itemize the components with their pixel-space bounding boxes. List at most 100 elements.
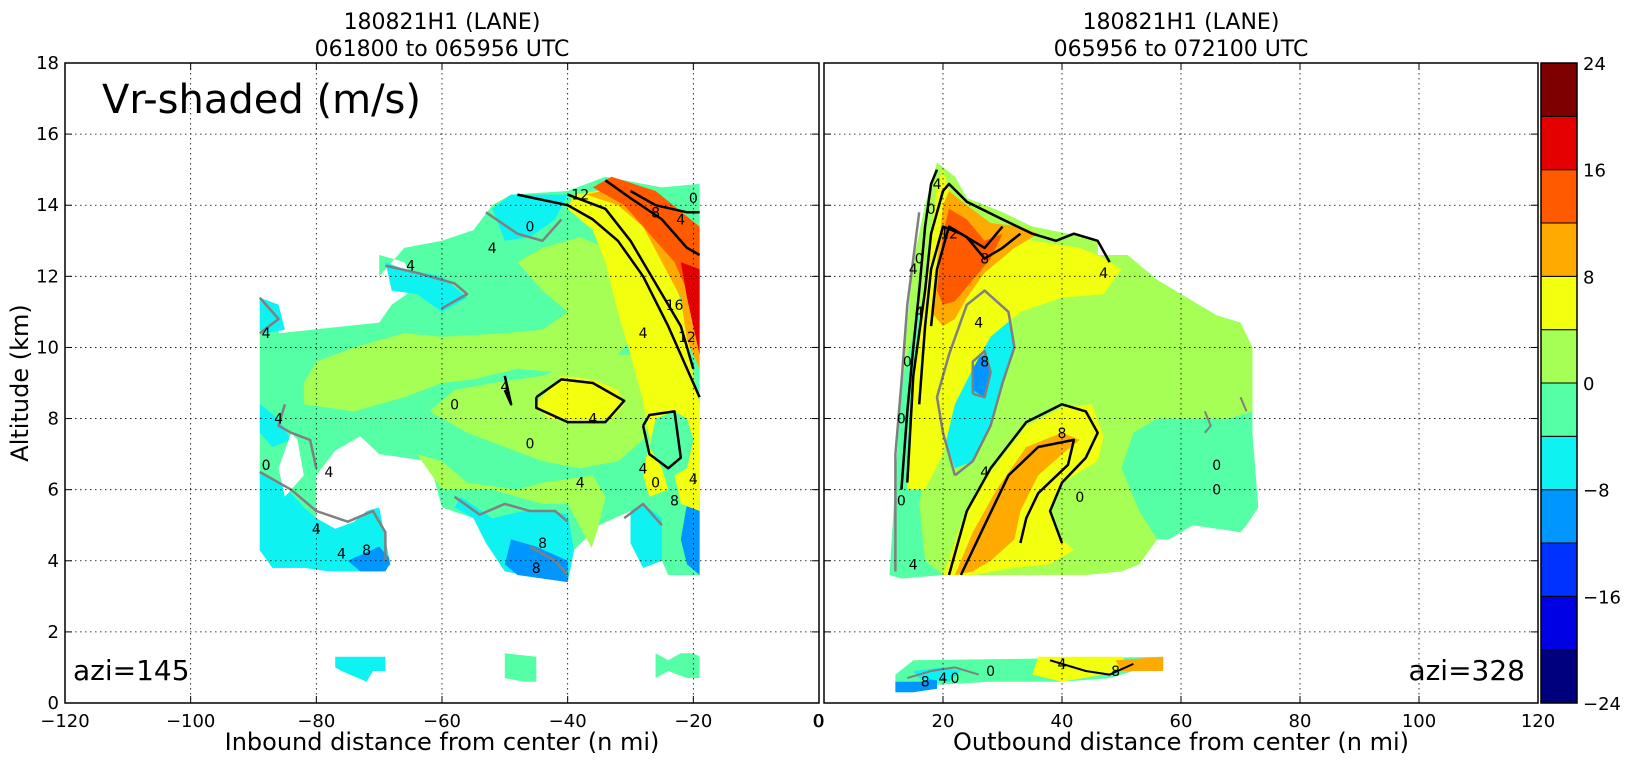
left-x-axis-label: Inbound distance from center (n mi) bbox=[225, 728, 660, 756]
colorbar-frame bbox=[1540, 62, 1578, 704]
contour-label: 0 bbox=[1075, 490, 1084, 506]
vr-field-gap bbox=[580, 514, 631, 583]
vr-field-region bbox=[259, 404, 292, 447]
contour-line-12 bbox=[604, 179, 701, 257]
contour-label: 8 bbox=[538, 536, 547, 552]
vr-field-gap bbox=[379, 471, 480, 572]
contour-line-4 bbox=[641, 410, 683, 470]
vr-field-region bbox=[630, 503, 662, 568]
colorbar-swatch bbox=[1540, 62, 1578, 117]
contour-label: 4 bbox=[639, 326, 648, 342]
x-tick-label: 20 bbox=[932, 711, 955, 732]
y-tick-label: 2 bbox=[48, 622, 59, 643]
contour-label: 4 bbox=[274, 412, 283, 428]
contour-line-8 bbox=[959, 438, 1076, 576]
contour-label: 0 bbox=[897, 493, 906, 509]
right-x-axis-label: Outbound distance from center (n mi) bbox=[953, 728, 1409, 756]
vr-field-region bbox=[680, 262, 700, 355]
contour-label: 4 bbox=[915, 305, 924, 321]
y-tick-label: 0 bbox=[48, 693, 59, 714]
x-tick-label: 100 bbox=[1402, 711, 1436, 732]
contour-line-8 bbox=[567, 193, 695, 370]
vr-field-region bbox=[895, 678, 937, 693]
y-tick-label: 8 bbox=[48, 409, 59, 430]
contour-label: 4 bbox=[909, 557, 918, 573]
contour-line-0 bbox=[1239, 396, 1248, 412]
left-title-line2: 061800 to 065956 UTC bbox=[315, 37, 570, 62]
colorbar-swatch bbox=[1540, 382, 1578, 437]
x-tick-label: −100 bbox=[166, 711, 215, 732]
contour-label: 0 bbox=[1212, 458, 1221, 474]
contour-label: 4 bbox=[406, 259, 415, 275]
colorbar-swatch bbox=[1540, 115, 1578, 171]
vr-field-region bbox=[385, 262, 468, 312]
colorbar-tick-label: 8 bbox=[1583, 267, 1594, 288]
y-tick-label: 14 bbox=[36, 195, 59, 216]
contour-label: 4 bbox=[337, 547, 346, 563]
right-azi-label: azi=328 bbox=[1408, 654, 1525, 687]
contour-label: 8 bbox=[980, 355, 989, 371]
colorbar-tick-label: 16 bbox=[1583, 161, 1606, 182]
contour-label: 0 bbox=[526, 436, 535, 452]
colorbar-swatch bbox=[1540, 542, 1578, 597]
contour-label: 0 bbox=[950, 671, 959, 687]
x-tick-label: 60 bbox=[1170, 711, 1193, 732]
contour-line-neg4 bbox=[623, 502, 663, 527]
contour-label: 8 bbox=[980, 252, 989, 268]
x-tick-label: −80 bbox=[297, 711, 335, 732]
colorbar-tick-label: 24 bbox=[1583, 54, 1606, 75]
colorbar-swatch bbox=[1540, 275, 1578, 331]
contour-label: 4 bbox=[1099, 266, 1108, 282]
colorbar-swatch bbox=[1540, 595, 1578, 651]
x-tick-label: −60 bbox=[423, 711, 461, 732]
colorbar-swatch bbox=[1540, 329, 1578, 384]
contour-line-4 bbox=[1049, 659, 1134, 676]
colorbar: −24 −16 −8 0 8 16 24 bbox=[1540, 54, 1621, 715]
vr-field-region bbox=[680, 496, 700, 575]
x-tick-label: −120 bbox=[40, 711, 89, 732]
contour-label: 0 bbox=[903, 355, 912, 371]
contour-line-0 bbox=[894, 212, 921, 572]
contour-line-neg4 bbox=[385, 264, 469, 310]
contour-label: 4 bbox=[974, 316, 983, 332]
colorbar-swatch bbox=[1540, 649, 1578, 704]
x-tick-label: 0 bbox=[813, 711, 824, 732]
contour-label: 4 bbox=[588, 412, 597, 428]
y-tick-label: 16 bbox=[36, 124, 59, 145]
colorbar-swatch bbox=[1540, 435, 1578, 491]
contour-label: 4 bbox=[576, 476, 585, 492]
vr-field-region bbox=[347, 546, 392, 572]
contour-label: 0 bbox=[651, 476, 660, 492]
contour-label: 8 bbox=[1058, 426, 1067, 442]
vr-field-region bbox=[655, 653, 700, 679]
contour-label: 8 bbox=[1111, 664, 1120, 680]
colorbar-tick-label: −24 bbox=[1583, 694, 1621, 715]
contour-line-4 bbox=[535, 378, 626, 424]
vr-field-gap bbox=[278, 432, 304, 497]
contour-line-neg4 bbox=[453, 495, 569, 523]
contour-line-0 bbox=[1203, 411, 1212, 434]
contour-label: 0 bbox=[689, 191, 698, 207]
vr-field-region bbox=[416, 454, 606, 551]
left-azi-label: azi=145 bbox=[73, 654, 190, 687]
colorbar-tick-label: 0 bbox=[1583, 374, 1594, 395]
contour-line-4 bbox=[947, 403, 1099, 576]
contour-label: 8 bbox=[651, 205, 660, 221]
colorbar-tick-label: −16 bbox=[1583, 587, 1621, 608]
contour-label: 0 bbox=[526, 220, 535, 236]
vr-field-region bbox=[335, 656, 386, 682]
contour-label: 12 bbox=[940, 227, 958, 243]
contour-line-neg4 bbox=[935, 289, 1016, 477]
x-tick-label: 0 bbox=[813, 711, 824, 732]
x-tick-label: 80 bbox=[1289, 711, 1312, 732]
contour-line-4 bbox=[517, 193, 701, 398]
contour-label: 12 bbox=[678, 330, 696, 346]
contour-label: 0 bbox=[986, 664, 995, 680]
y-tick-label: 4 bbox=[48, 551, 59, 572]
colorbar-swatch bbox=[1540, 489, 1578, 544]
contour-line-neg4 bbox=[258, 296, 280, 335]
x-tick-label: 120 bbox=[1521, 711, 1555, 732]
contour-line-0 bbox=[629, 189, 700, 214]
colorbar-tick-label: −8 bbox=[1583, 481, 1610, 502]
